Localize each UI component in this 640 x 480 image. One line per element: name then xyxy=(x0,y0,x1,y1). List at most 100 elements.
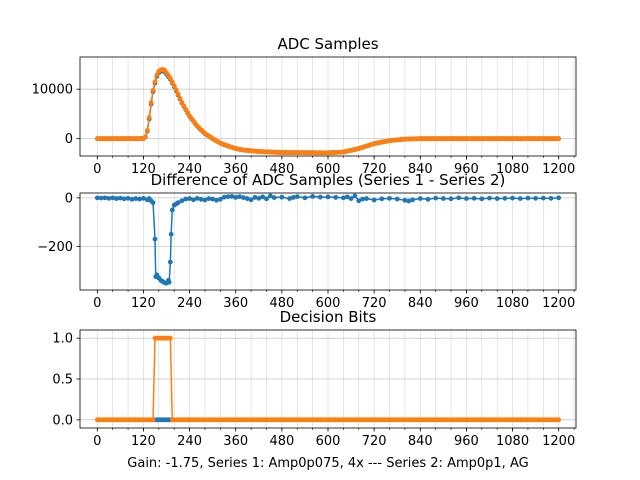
x-tick-label: 840 xyxy=(408,296,433,311)
x-tick-label: 720 xyxy=(362,434,387,449)
y-tick-label: −200 xyxy=(37,240,73,255)
title-difference: Difference of ADC Samples (Series 1 - Se… xyxy=(151,171,506,189)
data-point xyxy=(110,195,116,201)
data-point xyxy=(356,198,362,204)
title-adc-samples: ADC Samples xyxy=(277,35,378,53)
data-point xyxy=(233,194,239,200)
data-point xyxy=(464,196,469,201)
data-point xyxy=(150,87,156,93)
data-point xyxy=(487,195,492,201)
data-point xyxy=(352,193,358,199)
data-point xyxy=(117,195,123,201)
panel-adc-samples: 0 120 240 360 480 600 720 840 960 1080 1200 0 10000 A… xyxy=(32,35,577,177)
data-point xyxy=(302,195,308,201)
data-point xyxy=(248,197,254,203)
y-tick-label: 10000 xyxy=(32,83,73,98)
x-tick-label: 720 xyxy=(362,296,387,311)
data-point xyxy=(229,193,235,199)
x-tick-label: 0 xyxy=(93,434,101,449)
data-point xyxy=(152,236,158,242)
data-point xyxy=(533,195,539,201)
data-point xyxy=(456,195,462,201)
data-point xyxy=(264,196,269,202)
axes-frame xyxy=(79,56,577,157)
data-point xyxy=(260,194,266,200)
data-point xyxy=(517,196,523,201)
x-tick-label: 960 xyxy=(454,162,479,177)
data-point xyxy=(183,196,189,202)
x-tick-label: 360 xyxy=(223,296,248,311)
data-point xyxy=(433,195,439,201)
data-point xyxy=(279,194,285,200)
data-point xyxy=(406,198,412,204)
data-point xyxy=(221,194,227,200)
data-point xyxy=(175,200,181,206)
data-point xyxy=(291,194,296,200)
data-point xyxy=(502,195,508,201)
data-point xyxy=(360,196,365,202)
data-point xyxy=(237,194,242,200)
axes-frame xyxy=(79,329,577,429)
data-point xyxy=(144,127,150,133)
data-point xyxy=(348,196,354,201)
data-point xyxy=(425,196,431,202)
x-tick-label: 0 xyxy=(93,296,101,311)
data-point xyxy=(142,134,148,140)
x-tick-label: 360 xyxy=(223,434,248,449)
data-point xyxy=(241,195,246,201)
x-tick-label: 360 xyxy=(223,162,248,177)
x-tick-label: 120 xyxy=(131,162,156,177)
data-point xyxy=(317,194,323,200)
data-point xyxy=(98,195,104,201)
y-tick-label: 0 xyxy=(65,132,73,147)
data-point xyxy=(169,207,175,213)
data-point xyxy=(202,197,208,203)
data-point xyxy=(137,196,143,202)
data-point xyxy=(525,195,531,201)
data-point xyxy=(394,196,400,202)
data-point xyxy=(310,193,316,199)
data-point xyxy=(556,195,562,201)
data-point xyxy=(214,197,219,203)
x-tick-label: 1200 xyxy=(542,296,575,311)
data-point xyxy=(121,196,127,202)
y-tick-label: 0 xyxy=(65,191,73,206)
x-tick-label: 1200 xyxy=(542,162,575,177)
x-tick-label: 240 xyxy=(177,162,202,177)
data-point xyxy=(152,79,158,85)
x-tick-label: 1080 xyxy=(496,434,529,449)
data-point xyxy=(129,196,135,202)
data-point xyxy=(364,196,369,201)
data-point xyxy=(167,259,173,265)
data-point xyxy=(225,194,231,200)
data-point xyxy=(177,95,183,101)
data-point xyxy=(371,197,377,203)
data-point xyxy=(479,196,485,202)
x-tick-label: 960 xyxy=(454,296,479,311)
data-point xyxy=(540,195,546,201)
panel-decision-bits: 0 120 240 360 480 600 720 840 960 1080 1200 0.0 0.5 1… xyxy=(52,308,577,449)
data-point xyxy=(471,195,477,201)
x-tick-label: 1080 xyxy=(496,296,529,311)
data-point xyxy=(217,196,223,202)
data-point xyxy=(148,100,154,105)
y-tick-label: 0.0 xyxy=(52,413,73,428)
x-tick-label: 600 xyxy=(316,296,341,311)
data-point xyxy=(210,196,216,202)
data-point xyxy=(187,196,192,201)
x-tick-label: 480 xyxy=(269,162,294,177)
x-tick-label: 120 xyxy=(131,434,156,449)
data-point xyxy=(256,195,262,201)
axes-frame xyxy=(79,192,577,291)
data-point xyxy=(402,197,408,203)
data-point xyxy=(410,197,415,203)
data-point xyxy=(191,197,196,203)
data-point xyxy=(94,195,100,201)
series-1 xyxy=(94,66,562,156)
data-point xyxy=(271,195,277,201)
x-tick-label: 840 xyxy=(408,162,433,177)
data-point xyxy=(333,194,339,200)
x-tick-label: 960 xyxy=(454,434,479,449)
panel-difference: 0 120 240 360 480 600 720 840 960 1080 1200 −200 0 Di… xyxy=(37,171,577,311)
data-point xyxy=(166,279,172,285)
